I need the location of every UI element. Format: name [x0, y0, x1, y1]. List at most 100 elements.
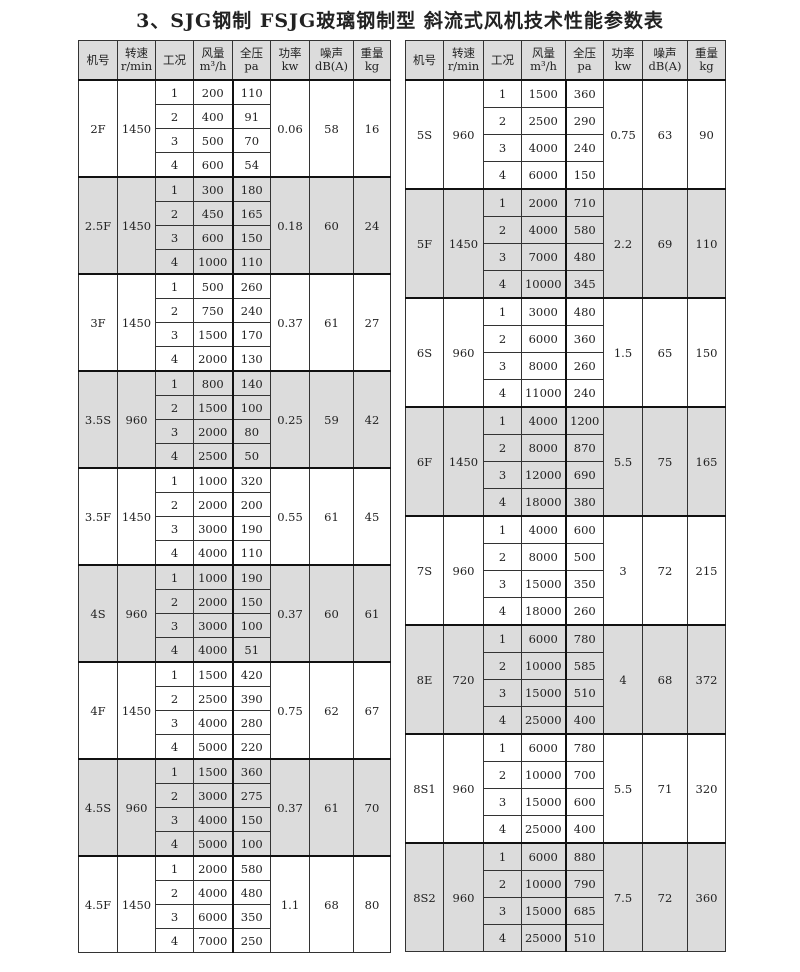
column-header: 全压 pa	[565, 40, 604, 81]
condition-cell: 3	[483, 243, 522, 271]
airflow-cell: 3000	[193, 613, 234, 638]
pressure-cell: 780	[565, 624, 604, 653]
airflow-cell: 5000	[193, 734, 234, 760]
condition-cell: 2	[483, 434, 522, 462]
fan-model-group: 4.5S 960 1 1500 360 0.37 61 70 2 3000 275 3 4000 150 4…	[78, 758, 391, 857]
airflow-cell: 1500	[521, 79, 567, 108]
pressure-cell: 400	[565, 815, 604, 844]
table-row: 4.5S 960 1 1500 360 0.37 61 70	[78, 758, 391, 857]
airflow-cell: 5000	[193, 831, 234, 857]
airflow-cell: 4000	[193, 540, 234, 566]
table-row: 3 3000 190	[79, 516, 391, 541]
pressure-cell: 320	[232, 467, 271, 493]
table-row: 4 18000 260	[406, 597, 726, 626]
fan-model-group: 8S2 960 1 6000 880 7.5 72 360 2 10000 790 3 15000 685…	[405, 842, 726, 952]
weight-cell: 70	[353, 758, 391, 857]
model-cell: 8S2	[405, 842, 444, 952]
pressure-cell: 100	[232, 831, 271, 857]
condition-cell: 1	[155, 855, 194, 881]
power-cell: 1.1	[270, 855, 310, 953]
airflow-cell: 2500	[193, 443, 234, 469]
noise-cell: 60	[309, 564, 354, 663]
condition-cell: 3	[155, 516, 194, 541]
rpm-cell: 960	[117, 564, 156, 663]
condition-cell: 4	[155, 443, 194, 469]
noise-cell: 62	[309, 661, 354, 760]
column-header: 噪声 dB(A)	[309, 40, 354, 81]
pressure-cell: 150	[232, 807, 271, 832]
airflow-cell: 800	[193, 370, 234, 396]
airflow-cell: 15000	[521, 897, 567, 925]
condition-cell: 4	[155, 249, 194, 275]
rpm-cell: 960	[443, 79, 484, 190]
condition-cell: 1	[155, 564, 194, 590]
rpm-cell: 960	[117, 758, 156, 857]
condition-cell: 4	[483, 379, 522, 408]
pressure-cell: 100	[232, 395, 271, 420]
airflow-cell: 300	[193, 176, 234, 202]
weight-cell: 24	[353, 176, 391, 275]
column-header: 功率 kw	[603, 40, 643, 81]
table-row: 4 10000 345	[406, 270, 726, 299]
pressure-cell: 240	[565, 134, 604, 162]
condition-cell: 1	[155, 79, 194, 105]
model-cell: 7S	[405, 515, 444, 626]
pressure-cell: 150	[232, 589, 271, 614]
table-row: 7S 960 1 4000 600 3 72 215	[405, 515, 726, 626]
pressure-cell: 70	[232, 128, 271, 153]
condition-cell: 3	[155, 128, 194, 153]
fan-model-group: 4S 960 1 1000 190 0.37 60 61 2 2000 150 3 3000 100 4 40…	[78, 564, 391, 663]
airflow-cell: 6000	[521, 733, 567, 762]
airflow-cell: 6000	[521, 161, 567, 190]
model-cell: 4.5F	[78, 855, 118, 953]
power-cell: 5.5	[603, 733, 643, 844]
power-cell: 0.37	[270, 273, 310, 372]
table-row: 3 8000 260	[406, 352, 726, 380]
column-header: 风量 m³/h	[521, 40, 566, 81]
airflow-cell: 4000	[521, 216, 567, 244]
fan-model-group: 2F 1450 1 200 110 0.06 58 16 2 400 91 3 500 70 4 600 54	[78, 79, 391, 178]
model-cell: 4F	[78, 661, 118, 760]
pressure-cell: 110	[232, 540, 271, 566]
pressure-cell: 130	[232, 346, 271, 372]
airflow-cell: 10000	[521, 270, 567, 299]
weight-cell: 80	[353, 855, 391, 953]
pressure-cell: 580	[565, 216, 604, 244]
pressure-cell: 380	[565, 488, 604, 517]
condition-cell: 3	[483, 461, 522, 489]
column-header: 工况	[483, 40, 522, 81]
rpm-cell: 1450	[443, 188, 484, 299]
airflow-cell: 750	[193, 298, 234, 323]
airflow-cell: 3000	[521, 297, 567, 326]
condition-cell: 3	[155, 904, 194, 929]
fan-model-group: 3F 1450 1 500 260 0.37 61 27 2 750 240 3 1500 170 4 200…	[78, 273, 391, 372]
pressure-cell: 870	[565, 434, 604, 462]
pressure-cell: 350	[232, 904, 271, 929]
table-row: 8S2 960 1 6000 880 7.5 72 360	[405, 842, 726, 952]
table-row: 2.5F 1450 1 300 180 0.18 60 24	[78, 176, 391, 275]
table-row: 4 2000 130	[79, 346, 391, 372]
column-header: 转速 r/min	[443, 40, 484, 81]
condition-cell: 3	[483, 570, 522, 598]
pressure-cell: 290	[565, 107, 604, 135]
noise-cell: 68	[642, 624, 688, 735]
airflow-cell: 6000	[521, 624, 567, 653]
pressure-cell: 190	[232, 564, 271, 590]
table-row: 8E 720 1 6000 780 4 68 372	[405, 624, 726, 735]
airflow-cell: 4000	[193, 710, 234, 735]
noise-cell: 63	[642, 79, 688, 190]
power-cell: 0.06	[270, 79, 310, 178]
condition-cell: 2	[483, 325, 522, 353]
table-row: 4 6000 150	[406, 161, 726, 190]
condition-cell: 1	[155, 176, 194, 202]
airflow-cell: 2000	[193, 492, 234, 517]
condition-cell: 3	[483, 679, 522, 707]
table-row: 4 4000 51	[79, 637, 391, 663]
airflow-cell: 15000	[521, 570, 567, 598]
weight-cell: 150	[687, 297, 726, 408]
noise-cell: 75	[642, 406, 688, 517]
condition-cell: 3	[155, 807, 194, 832]
airflow-cell: 600	[193, 152, 234, 178]
noise-cell: 68	[309, 855, 354, 953]
table-row: 3 2000 80	[79, 419, 391, 444]
